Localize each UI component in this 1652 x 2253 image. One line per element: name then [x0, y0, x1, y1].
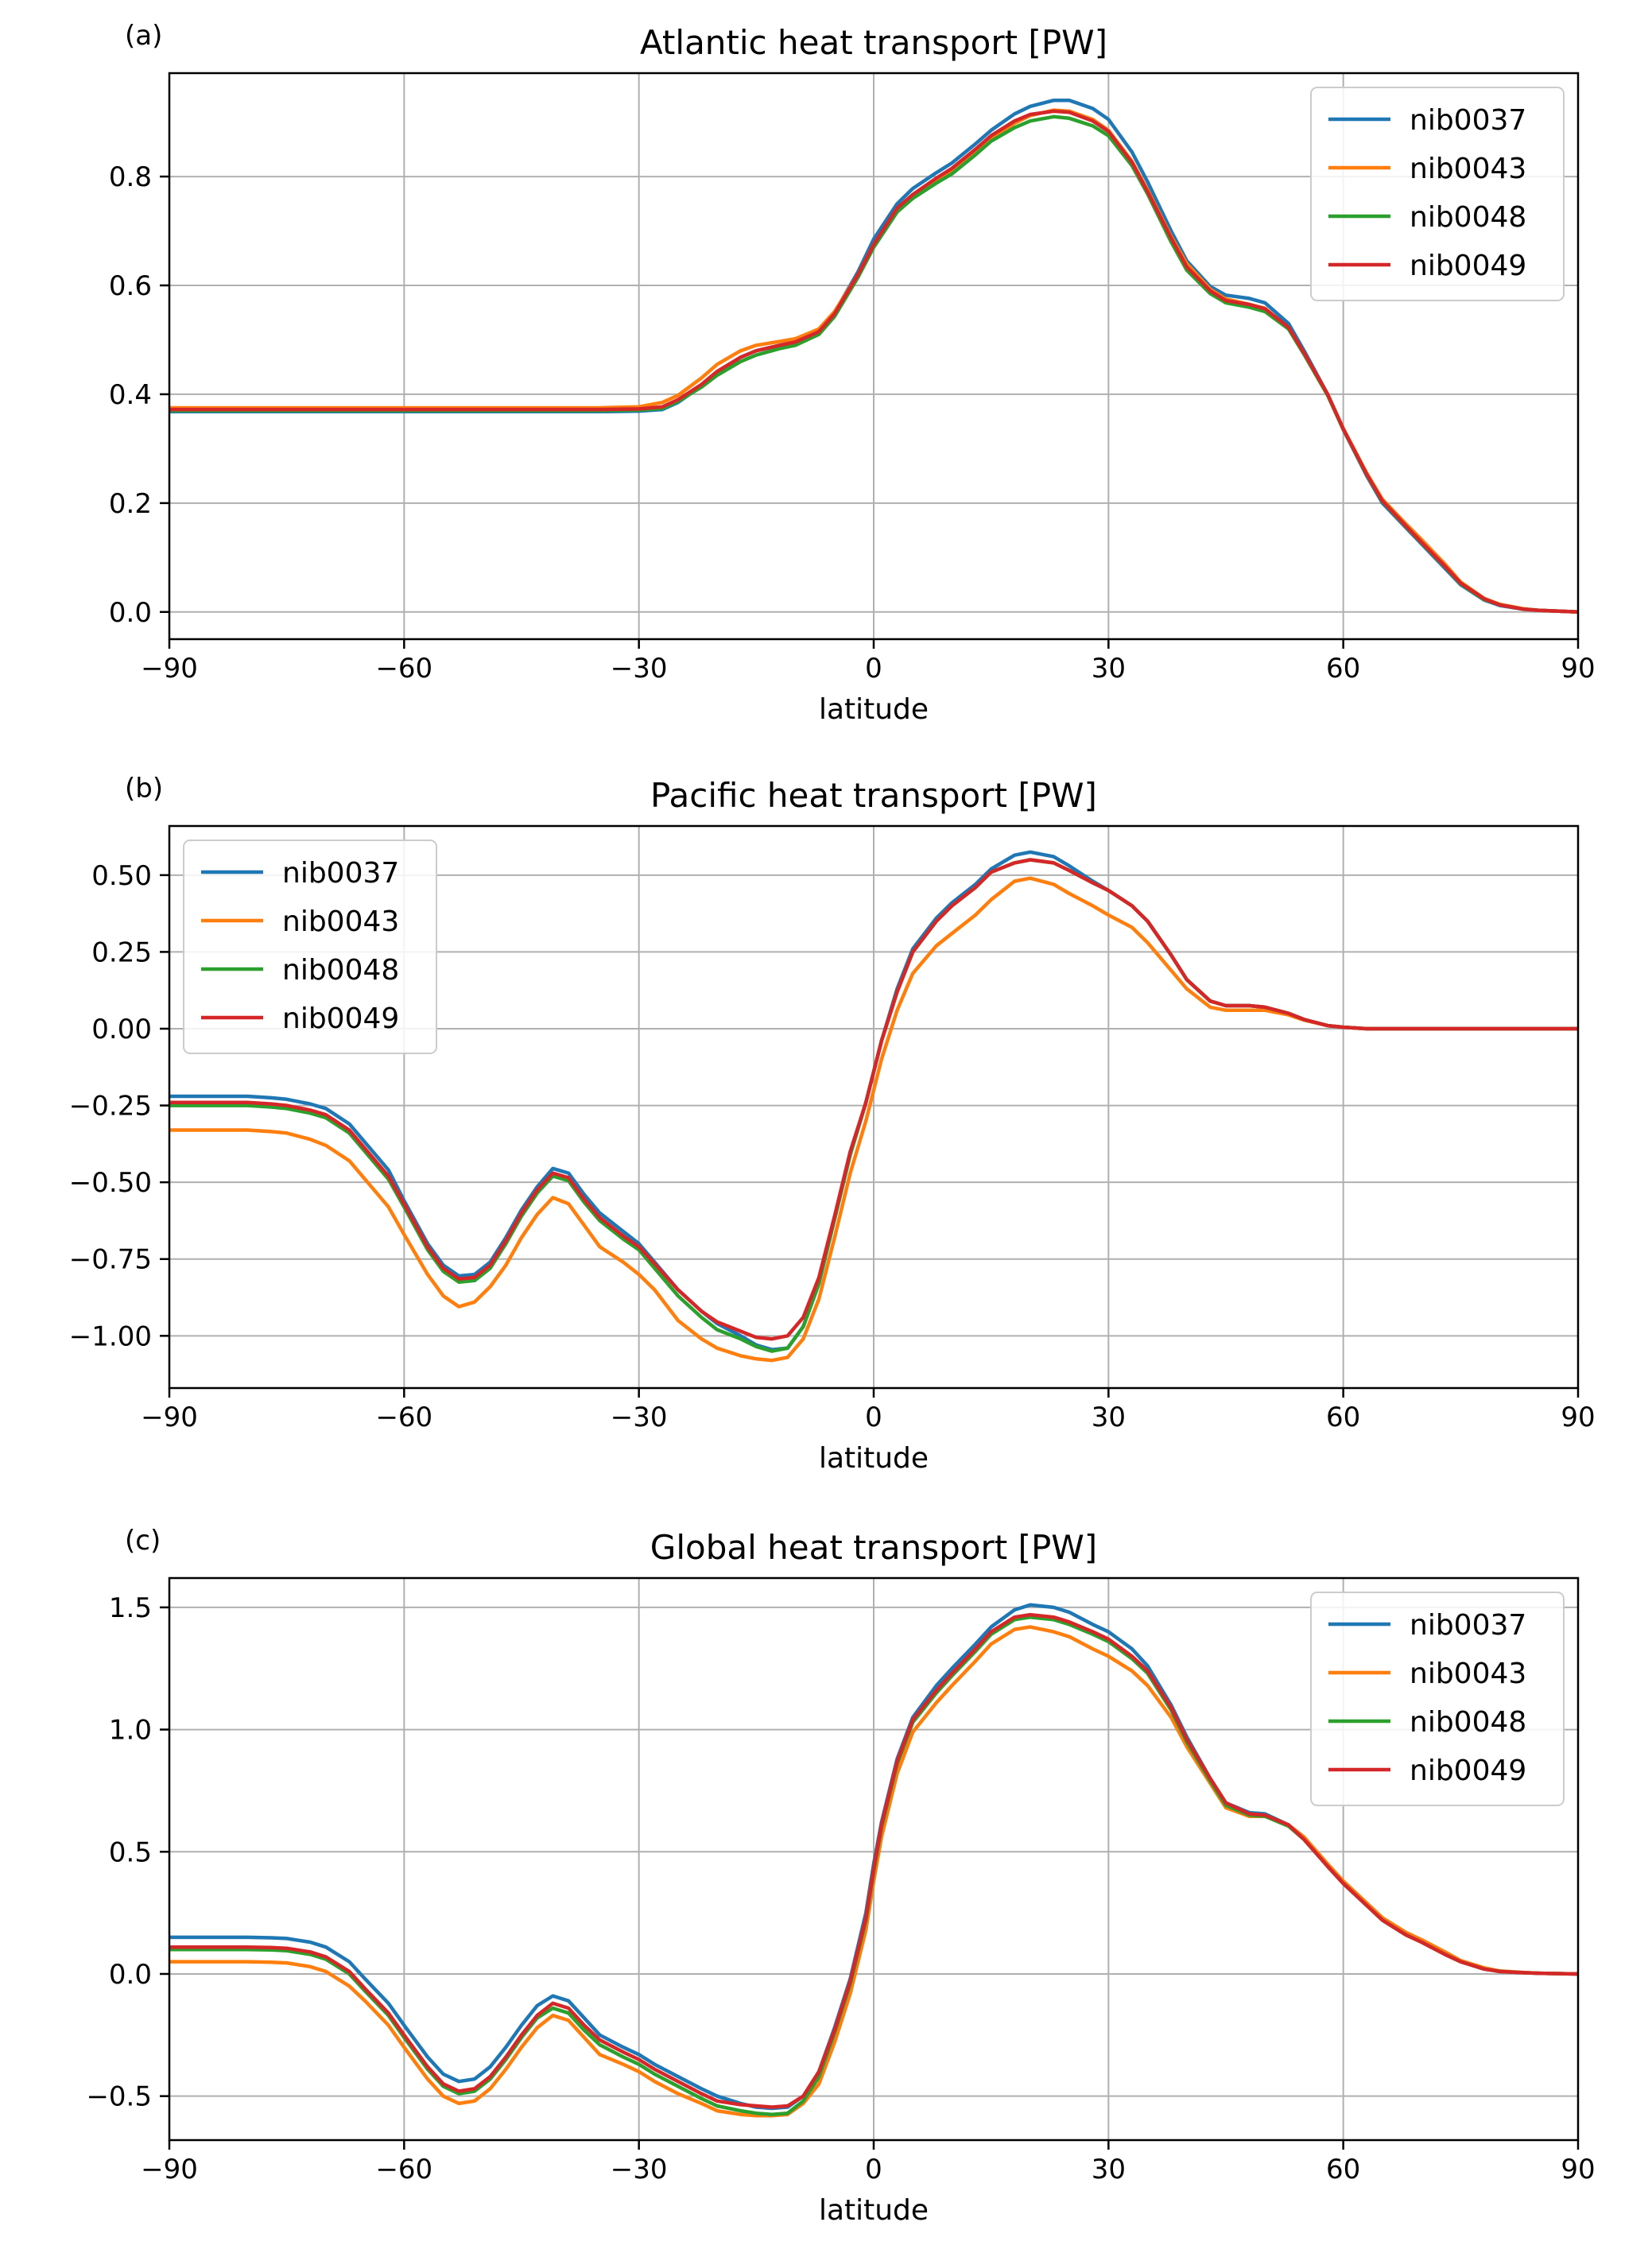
legend-label: nib0048	[1410, 201, 1526, 234]
legend-label: nib0048	[282, 954, 399, 987]
x-tick-label: 90	[1561, 653, 1595, 684]
x-tick-label: −30	[611, 1402, 668, 1433]
series-line-nib0049	[169, 109, 1578, 615]
x-axis-label: latitude	[819, 693, 929, 726]
x-tick-label: 60	[1326, 653, 1360, 684]
x-tick-label: 0	[865, 2154, 882, 2185]
x-tick-label: 90	[1561, 2154, 1595, 2185]
y-tick-label: 0.6	[109, 270, 152, 302]
legend: nib0037 nib0043 nib0048 nib0049	[1310, 1592, 1565, 1806]
legend-label: nib0049	[282, 1002, 399, 1035]
series-line-nib0049	[169, 858, 1578, 1341]
series-line-nib0043	[169, 876, 1578, 1363]
y-tick-label: 0.0	[109, 597, 152, 629]
x-axis-label: latitude	[819, 2194, 929, 2227]
x-tick-label: −60	[375, 2154, 432, 2185]
y-tick-label: 0.8	[109, 161, 152, 193]
x-tick-label: −90	[141, 653, 198, 684]
x-tick-label: 30	[1092, 2154, 1126, 2185]
x-tick-label: 0	[865, 1402, 882, 1433]
legend: nib0037 nib0043 nib0048 nib0049	[183, 840, 437, 1054]
x-tick-label: −90	[141, 2154, 198, 2185]
panel-a: −90 −60 −30 0 30 60 90 0.0 0.2 0.4 0.6 0.8 Atlantic …	[109, 20, 1596, 726]
x-tick-label: 30	[1092, 653, 1126, 684]
panel-c: −90 −60 −30 0 30 60 90 −0.5 0.0 0.5 1.0 1.5 Global h…	[86, 1525, 1595, 2227]
x-tick-label: 60	[1326, 2154, 1360, 2185]
chart-title: Atlantic heat transport [PW]	[640, 23, 1107, 62]
y-tick-label: 0.4	[109, 379, 152, 411]
panel-label: (b)	[125, 773, 163, 805]
panel-b: −90 −60 −30 0 30 60 90 −1.00 −0.75 −0.50 −0.25 0.00…	[69, 773, 1596, 1475]
x-tick-label: −30	[611, 2154, 668, 2185]
legend-label: nib0037	[1410, 1609, 1526, 1642]
y-tick-label: 0.0	[109, 1959, 152, 1991]
legend-box	[1310, 1592, 1565, 1806]
x-tick-label: −30	[611, 653, 668, 684]
y-tick-label: 0.5	[109, 1836, 152, 1868]
y-tick-label: −0.50	[69, 1167, 152, 1199]
series-line-nib0049	[169, 1612, 1578, 2109]
x-tick-label: −60	[375, 1402, 432, 1433]
legend-label: nib0043	[1410, 153, 1526, 185]
x-tick-label: 90	[1561, 1402, 1595, 1433]
legend-label: nib0049	[1410, 250, 1526, 282]
legend-label: nib0048	[1410, 1706, 1526, 1739]
x-axis-label: latitude	[819, 1442, 929, 1475]
legend: nib0037 nib0043 nib0048 nib0049	[1310, 87, 1565, 301]
y-tick-label: −0.25	[69, 1091, 152, 1123]
x-tick-label: −60	[375, 653, 432, 684]
chart-title: Pacific heat transport [PW]	[650, 776, 1097, 815]
panel-label: (c)	[125, 1525, 161, 1557]
x-tick-label: 60	[1326, 1402, 1360, 1433]
legend-label: nib0043	[1410, 1658, 1526, 1690]
x-tick-label: 0	[865, 653, 882, 684]
y-tick-label: 1.0	[109, 1715, 152, 1747]
y-tick-label: −1.00	[69, 1320, 152, 1352]
series-group	[169, 850, 1578, 1363]
y-tick-label: 1.5	[109, 1592, 152, 1624]
y-tick-label: −0.75	[69, 1244, 152, 1276]
legend-box	[1310, 87, 1565, 301]
legend-box	[183, 840, 437, 1054]
x-tick-label: 30	[1092, 1402, 1126, 1433]
legend-label: nib0037	[1410, 104, 1526, 137]
y-tick-label: −0.5	[86, 2081, 152, 2113]
legend-label: nib0049	[1410, 1755, 1526, 1787]
legend-label: nib0037	[282, 857, 399, 890]
legend-label: nib0043	[282, 905, 399, 938]
series-group	[169, 98, 1578, 615]
x-tick-label: −90	[141, 1402, 198, 1433]
y-tick-label: 0.50	[91, 860, 152, 892]
y-tick-label: 0.25	[91, 936, 152, 968]
y-tick-label: 0.00	[91, 1014, 152, 1045]
panel-label: (a)	[125, 20, 162, 52]
chart-title: Global heat transport [PW]	[650, 1528, 1097, 1567]
series-group	[169, 1603, 1578, 2118]
y-tick-label: 0.2	[109, 488, 152, 520]
